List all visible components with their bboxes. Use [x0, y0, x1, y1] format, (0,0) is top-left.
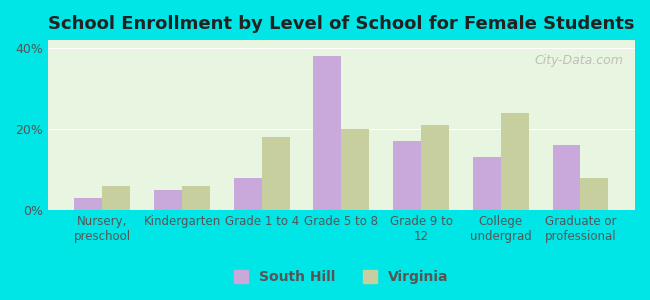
- Title: School Enrollment by Level of School for Female Students: School Enrollment by Level of School for…: [48, 15, 634, 33]
- Bar: [234, 178, 262, 210]
- Legend: South Hill, Virginia: South Hill, Virginia: [227, 263, 456, 291]
- Bar: [313, 56, 341, 210]
- Bar: [393, 141, 421, 210]
- Bar: [262, 137, 289, 210]
- Bar: [102, 186, 130, 210]
- Bar: [154, 190, 182, 210]
- Bar: [500, 113, 528, 210]
- Bar: [552, 145, 580, 210]
- Bar: [75, 198, 102, 210]
- Bar: [341, 129, 369, 210]
- Bar: [473, 158, 501, 210]
- Bar: [421, 125, 449, 210]
- Text: City-Data.com: City-Data.com: [534, 54, 623, 67]
- Bar: [580, 178, 608, 210]
- Bar: [182, 186, 210, 210]
